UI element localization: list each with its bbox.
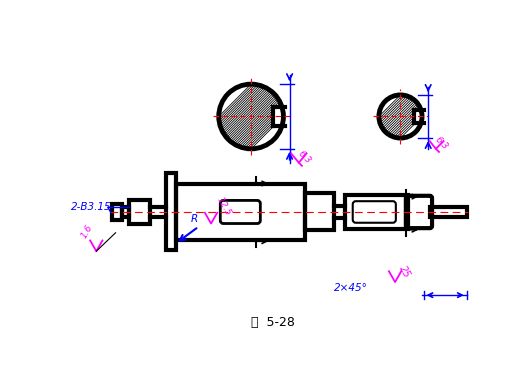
- Text: 图  5-28: 图 5-28: [251, 316, 295, 329]
- Text: 6.3: 6.3: [433, 135, 450, 152]
- Bar: [414, 110, 427, 123]
- Circle shape: [219, 84, 284, 149]
- Text: 6.3: 6.3: [296, 149, 312, 166]
- Bar: [122, 207, 129, 217]
- Text: 12.5: 12.5: [215, 196, 233, 218]
- Bar: [129, 200, 150, 224]
- Bar: [176, 184, 305, 240]
- Text: 1.6: 1.6: [80, 224, 95, 240]
- Bar: [167, 174, 176, 251]
- Text: R: R: [190, 214, 198, 224]
- Bar: [305, 193, 334, 230]
- Text: 25: 25: [397, 264, 412, 279]
- Circle shape: [379, 95, 422, 138]
- Bar: [345, 195, 408, 229]
- Bar: [112, 204, 122, 220]
- Bar: [430, 207, 467, 217]
- Text: 2×45°: 2×45°: [334, 283, 368, 293]
- Bar: [272, 107, 288, 126]
- Text: 2-B3.15: 2-B3.15: [71, 202, 112, 212]
